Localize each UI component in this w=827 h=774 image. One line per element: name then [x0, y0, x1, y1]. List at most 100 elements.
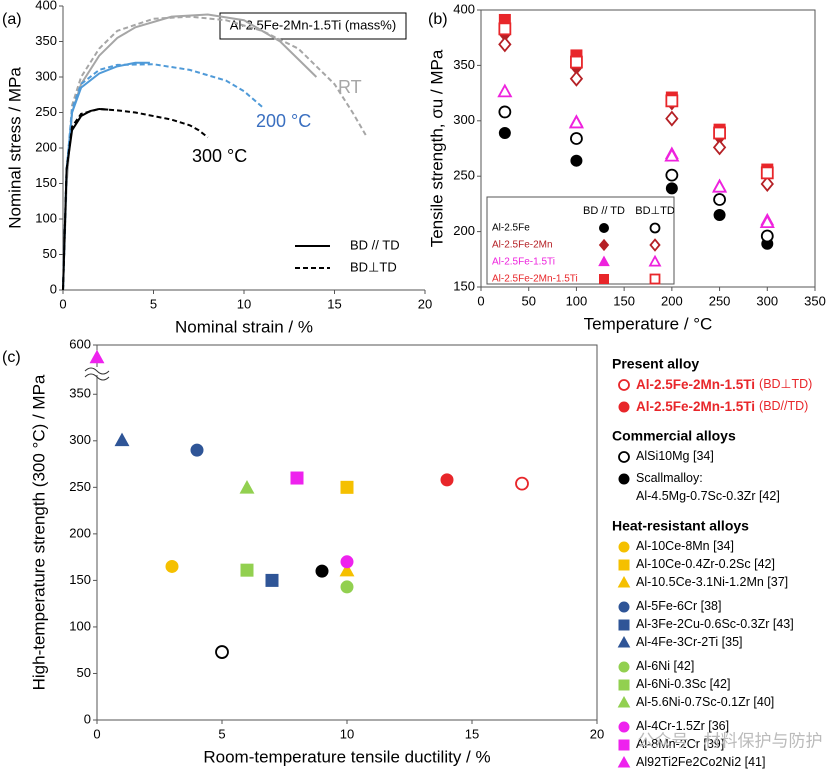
legend-label: Al-2.5Fe-2Mn-1.5Ti (BD//TD) — [636, 399, 808, 414]
y-tick-label: 250 — [453, 168, 475, 183]
annotation: Al-2.5Fe-2Mn-1.5Ti (mass%) — [230, 17, 396, 32]
y-axis-title: High-temperature strength (300 °C) / MPa — [29, 374, 48, 690]
legend-marker — [617, 635, 631, 648]
y-tick-label: 150 — [453, 278, 475, 293]
x-tick-label: 0 — [93, 726, 100, 741]
marker — [114, 432, 130, 447]
axis-break — [84, 373, 110, 381]
marker — [340, 580, 354, 594]
legend-marker — [649, 238, 661, 252]
legend-label: Al-5.6Ni-0.7Sc-0.1Zr [40] — [636, 695, 774, 709]
curve — [62, 15, 368, 291]
marker — [315, 564, 329, 578]
legend-alloy: Al-3Fe-2Cu-0.6Sc-0.3Zr [43] — [636, 617, 794, 631]
marker — [165, 559, 179, 573]
panel-label: (a) — [2, 11, 22, 28]
marker — [265, 573, 279, 587]
legend-marker — [618, 401, 630, 413]
x-tick-label: 50 — [521, 293, 535, 308]
legend-label: Scallmalloy: — [636, 471, 703, 485]
marker — [340, 555, 354, 569]
marker — [759, 214, 775, 229]
legend-alloy: Al-10Ce-0.4Zr-0.2Sc [42] — [636, 557, 775, 571]
y-tick-label: 350 — [453, 57, 475, 72]
marker — [665, 94, 679, 108]
marker — [239, 480, 255, 494]
y-tick-label: 150 — [35, 175, 57, 190]
y-tick-label: 150 — [69, 572, 91, 587]
annotation-box — [219, 12, 407, 40]
marker — [89, 349, 105, 364]
legend-marker — [618, 661, 630, 673]
legend-marker — [617, 575, 631, 588]
legend-label: Al-10.5Ce-3.1Ni-1.2Mn [37] — [636, 575, 788, 589]
legend-label: Al-2.5Fe-2Mn-1.5Ti (BD⊥TD) — [636, 377, 812, 392]
legend-label: Al-2.5Fe-2Mn-1.5Ti — [492, 274, 578, 285]
marker — [712, 139, 727, 156]
legend-group-title: Commercial alloys — [612, 428, 736, 444]
marker — [760, 175, 774, 192]
legend-label: Al92Ti2Fe2Co2Ni2 [41] — [636, 755, 765, 769]
x-tick-label: 20 — [418, 296, 432, 311]
marker — [760, 166, 774, 180]
y-tick-label: 400 — [453, 1, 475, 16]
legend-label: BD // TD — [350, 237, 400, 252]
y-tick-label: 350 — [35, 33, 57, 48]
legend-note: (BD//TD) — [759, 399, 808, 413]
legend-alloy: Scallmalloy: — [636, 471, 703, 485]
y-tick-label: 200 — [69, 525, 91, 540]
legend-label: Al-4Fe-3Cr-2Ti [35] — [636, 635, 743, 649]
curve-label: 300 °C — [192, 146, 247, 166]
legend-marker — [649, 273, 661, 285]
x-tick-label: 0 — [59, 296, 66, 311]
y-tick-label: 400 — [35, 0, 57, 12]
legend-marker — [648, 254, 662, 267]
y-tick-label: 50 — [77, 665, 91, 680]
y-tick-label: 200 — [453, 223, 475, 238]
legend-alloy: Al-4Fe-3Cr-2Ti [35] — [636, 635, 743, 649]
x-tick-label: 5 — [150, 296, 157, 311]
legend-marker — [617, 695, 631, 708]
legend-box — [486, 196, 675, 285]
marker — [340, 480, 354, 494]
curve — [62, 63, 263, 291]
marker — [569, 70, 584, 87]
marker — [498, 105, 512, 119]
x-tick-label: 100 — [566, 293, 588, 308]
y-tick-label: 50 — [43, 246, 57, 261]
axis-break — [84, 367, 110, 375]
curve — [62, 107, 209, 291]
legend-alloy: AlSi10Mg [34] — [636, 449, 714, 463]
marker — [215, 645, 229, 659]
marker — [664, 147, 680, 162]
x-tick-label: 150 — [613, 293, 635, 308]
y-tick-label: 600 — [69, 336, 91, 351]
y-tick-label: 300 — [453, 112, 475, 127]
plot-frame — [480, 9, 816, 288]
curve-label: 200 °C — [256, 111, 311, 131]
legend-note: (BD⊥TD) — [759, 377, 812, 391]
x-tick-label: 15 — [465, 726, 479, 741]
y-tick-label: 300 — [35, 68, 57, 83]
y-tick-label: 200 — [35, 139, 57, 154]
legend-marker — [617, 755, 631, 768]
legend-alloy: Al92Ti2Fe2Co2Ni2 [41] — [636, 755, 765, 769]
legend-marker — [598, 255, 610, 267]
legend-label: Al-10Ce-8Mn [34] — [636, 539, 734, 553]
legend-marker — [599, 274, 609, 284]
marker — [665, 182, 678, 195]
panel-label: (c) — [2, 349, 21, 366]
marker — [713, 208, 726, 221]
x-tick-label: 350 — [804, 293, 826, 308]
legend-marker — [618, 559, 630, 571]
legend-alloy: Al-10.5Ce-3.1Ni-1.2Mn [37] — [636, 575, 788, 589]
legend-alloy: Al-5.6Ni-0.7Sc-0.1Zr [40] — [636, 695, 774, 709]
y-tick-label: 0 — [84, 711, 91, 726]
y-axis-title: Nominal stress / MPa — [5, 67, 24, 229]
marker — [497, 83, 513, 98]
curve-label: RT — [338, 77, 362, 97]
marker — [515, 476, 529, 491]
legend-label: AlSi10Mg [34] — [636, 449, 714, 463]
marker — [570, 154, 583, 167]
